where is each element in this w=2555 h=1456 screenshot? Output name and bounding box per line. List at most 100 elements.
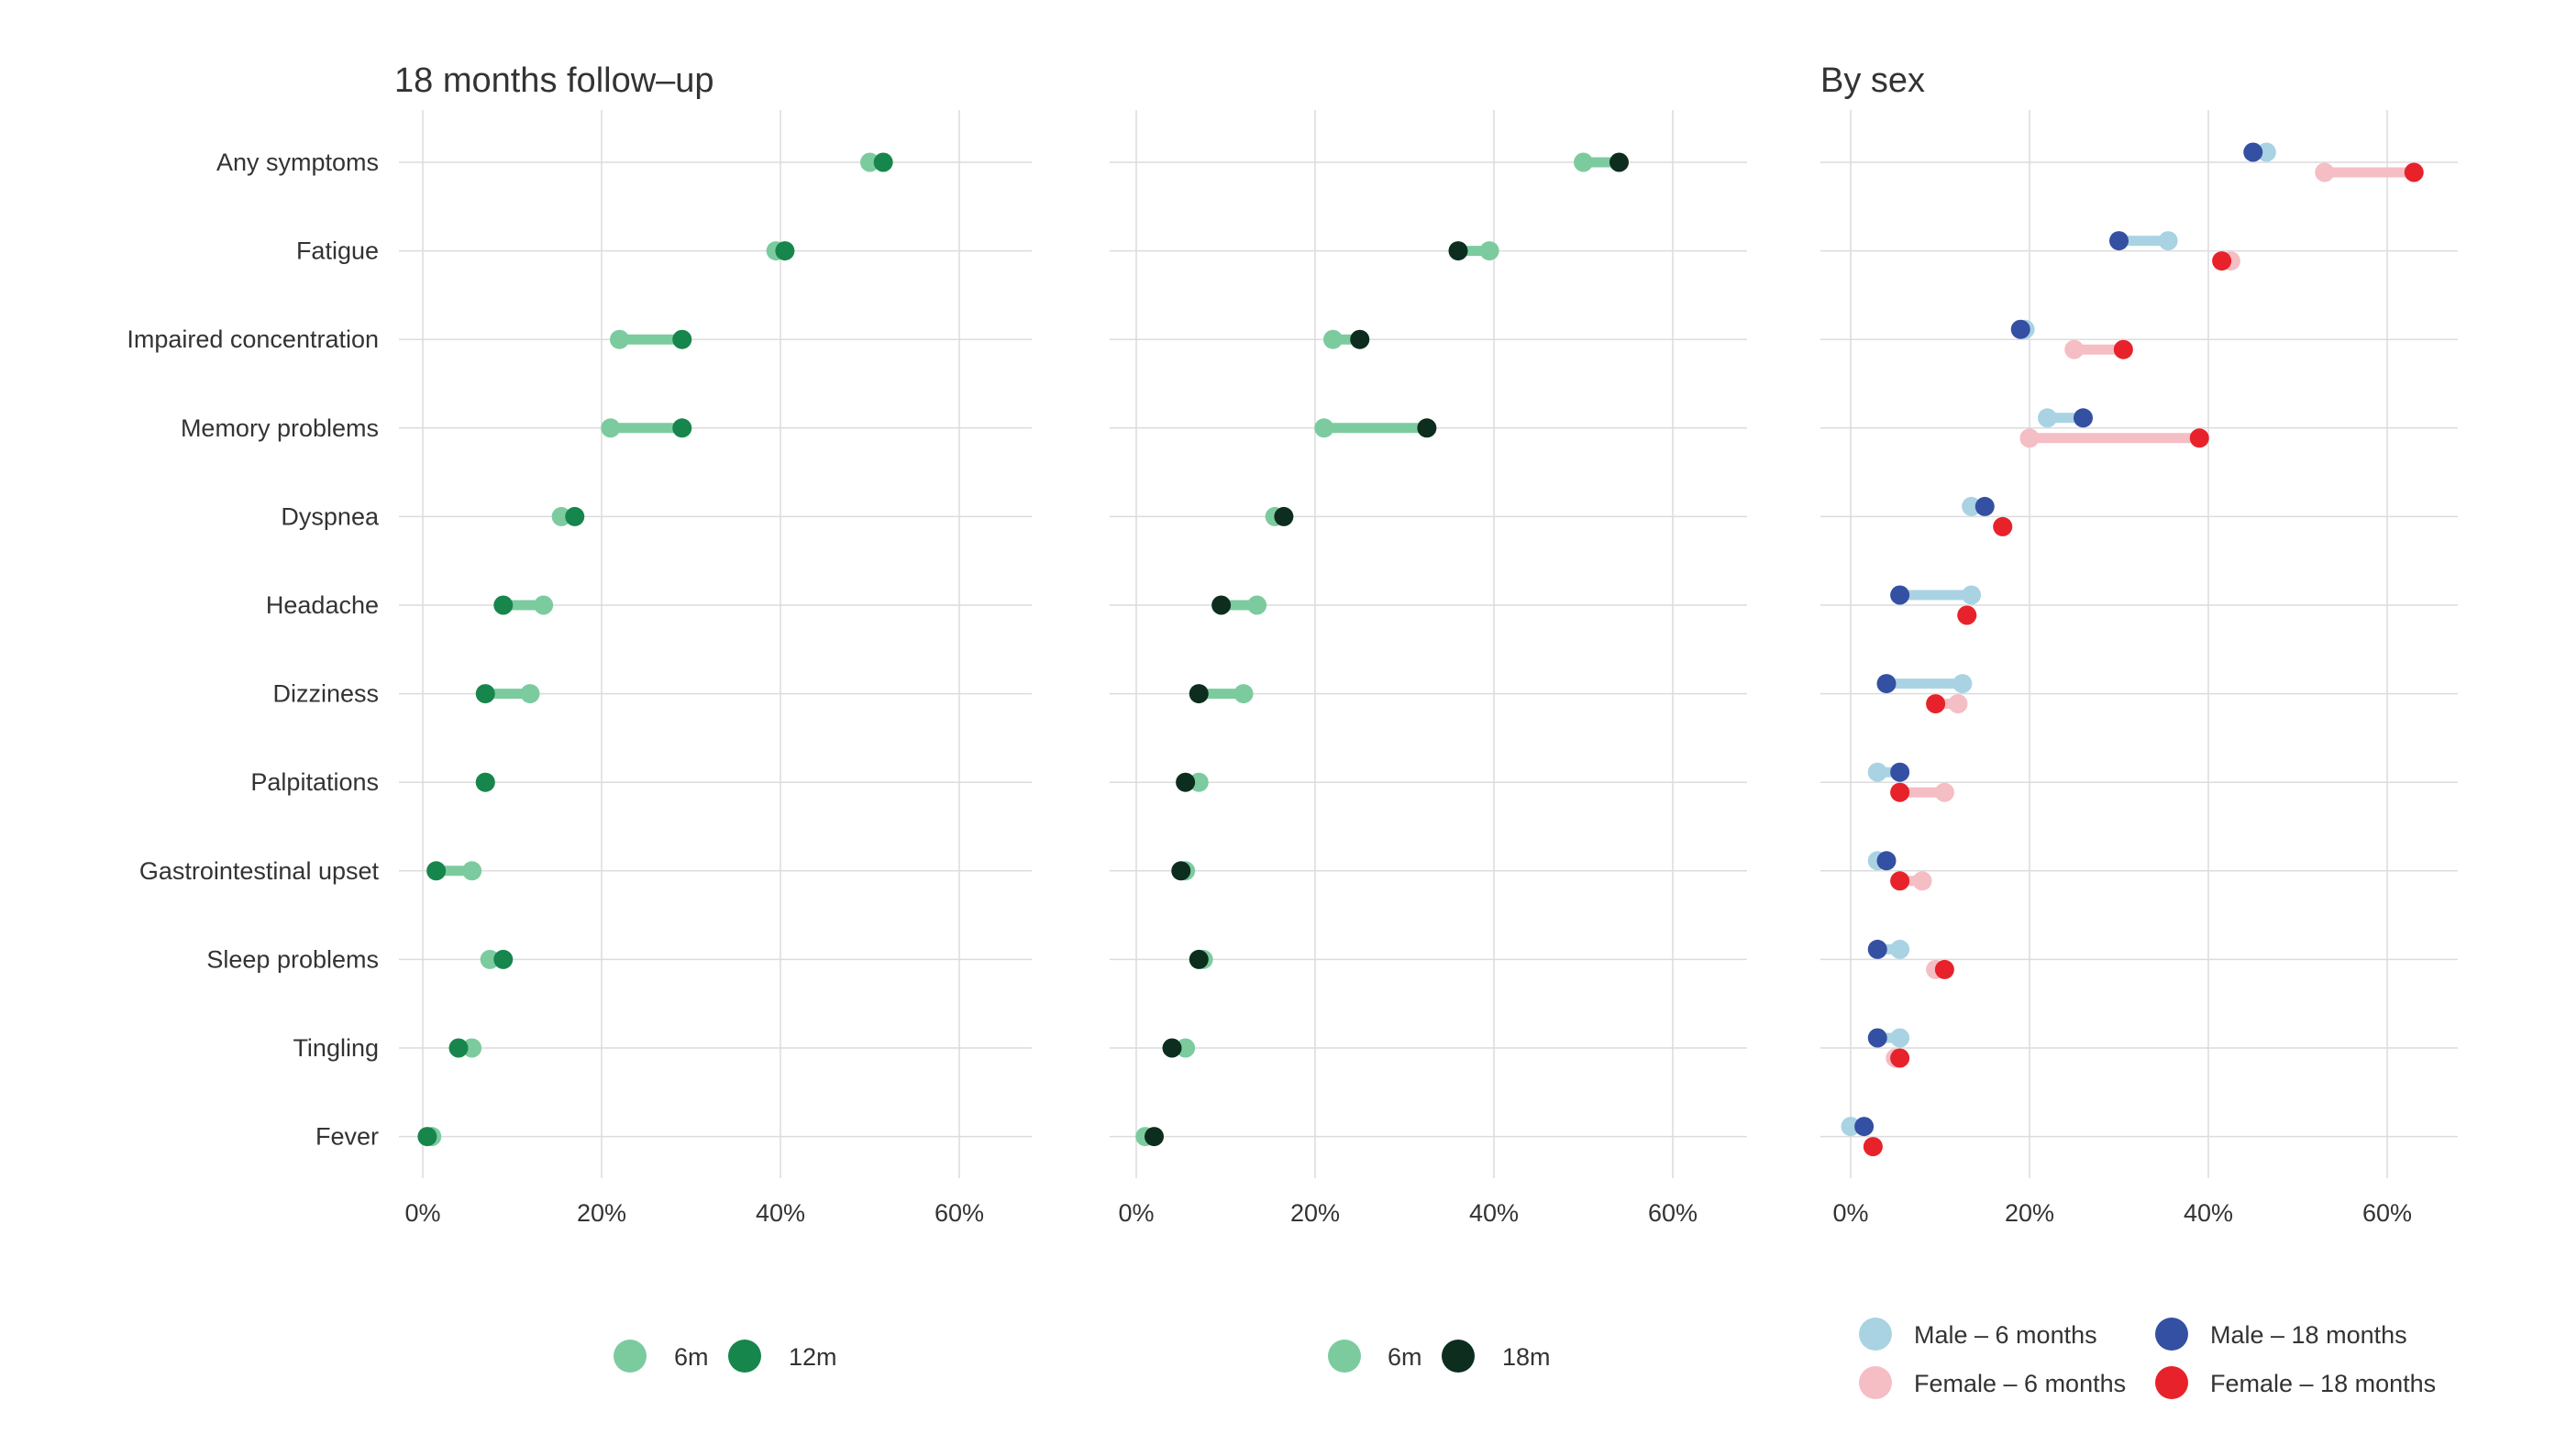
legend-swatch-6m: [1328, 1340, 1361, 1373]
point-6m-impaired-concentration: [610, 329, 629, 349]
point-male-6-months-dizziness: [1952, 674, 1973, 694]
legend-label-male-18-months: Male – 18 months: [2210, 1321, 2407, 1349]
x-tick-label: 20%: [577, 1199, 626, 1227]
point-12m-dizziness: [475, 684, 495, 704]
point-18m-fatigue: [1448, 241, 1468, 261]
point-female-18-months-any-symptoms: [2404, 162, 2424, 182]
panel-title: By sex: [1820, 61, 1925, 100]
point-female-18-months-palpitations: [1890, 782, 1910, 802]
category-label-impaired-concentration: Impaired concentration: [127, 325, 379, 353]
legend-by-sex: Male – 6 months Male – 18 months Female – …: [1859, 1318, 2436, 1399]
point-12m-sleep-problems: [493, 949, 514, 969]
point-male-18-months-gastrointestinal-upset: [1876, 851, 1897, 871]
legend-swatch-18m: [1442, 1340, 1475, 1373]
point-18m-gastrointestinal-upset: [1171, 861, 1191, 881]
category-label-gastrointestinal-upset: Gastrointestinal upset: [139, 857, 380, 885]
category-label-fever: Fever: [315, 1123, 379, 1151]
point-female-18-months-fever: [1863, 1137, 1883, 1157]
point-12m-fever: [417, 1127, 437, 1147]
point-12m-any-symptoms: [873, 152, 893, 172]
x-tick-label: 60%: [935, 1199, 984, 1227]
point-male-6-months-sleep-problems: [1890, 939, 1910, 959]
panel-by-sex: By sex 0% 20% 40% 60%: [1820, 61, 2458, 1227]
panel-6m-vs-12m: 18 months follow–up Any symptoms Fatigue Im…: [127, 61, 1032, 1227]
panel-title: 18 months follow–up: [394, 61, 714, 100]
point-female-18-months-headache: [1957, 605, 1977, 625]
legend-label-female-6-months: Female – 6 months: [1914, 1370, 2126, 1397]
point-female-18-months-dyspnea: [1993, 516, 2013, 536]
category-label-any-symptoms: Any symptoms: [216, 149, 379, 176]
point-6m-dizziness: [1233, 684, 1254, 704]
legend-label-male-6-months: Male – 6 months: [1914, 1321, 2097, 1349]
point-male-18-months-memory-problems: [2074, 408, 2093, 428]
category-label-headache: Headache: [266, 591, 379, 619]
point-18m-dyspnea: [1274, 506, 1294, 526]
point-12m-fatigue: [775, 241, 795, 261]
point-18m-headache: [1211, 595, 1232, 615]
legend-label-6m: 6m: [1388, 1343, 1422, 1371]
point-male-18-months-palpitations: [1890, 762, 1910, 782]
legend-label-18m: 18m: [1502, 1343, 1551, 1371]
legend-swatch-female-18-months: [2155, 1366, 2188, 1399]
point-18m-sleep-problems: [1189, 949, 1209, 969]
point-6m-memory-problems: [601, 418, 621, 438]
point-female-6-months-gastrointestinal-upset: [1912, 871, 1932, 891]
x-tick-label: 40%: [2184, 1199, 2233, 1227]
category-label-dyspnea: Dyspnea: [281, 502, 380, 530]
point-6m-headache: [534, 595, 554, 615]
point-male-18-months-dyspnea: [1974, 496, 1995, 516]
point-female-18-months-gastrointestinal-upset: [1890, 871, 1910, 891]
point-18m-dizziness: [1189, 684, 1209, 704]
x-tick-label: 60%: [1648, 1199, 1698, 1227]
point-male-6-months-tingling: [1890, 1028, 1910, 1048]
legend-swatch-male-6-months: [1859, 1318, 1892, 1351]
point-male-6-months-memory-problems: [2038, 408, 2057, 428]
legend-6m-18m: 6m 18m: [1328, 1340, 1551, 1373]
point-6m-tingling: [462, 1038, 482, 1058]
point-12m-palpitations: [475, 772, 495, 792]
point-6m-palpitations: [1189, 772, 1209, 792]
point-female-18-months-fatigue: [2212, 251, 2232, 271]
point-12m-impaired-concentration: [672, 329, 692, 349]
x-tick-label: 20%: [2005, 1199, 2054, 1227]
point-male-18-months-fever: [1854, 1117, 1875, 1137]
point-6m-dizziness: [520, 684, 540, 704]
point-female-6-months-dizziness: [1948, 694, 1968, 714]
legend-6m-12m: 6m 12m: [614, 1340, 837, 1373]
point-female-18-months-sleep-problems: [1934, 959, 1954, 979]
point-male-18-months-any-symptoms: [2243, 142, 2263, 162]
legend-label-12m: 12m: [789, 1343, 837, 1371]
point-male-6-months-fever: [1841, 1117, 1861, 1137]
category-label-fatigue: Fatigue: [296, 237, 379, 265]
point-6m-dyspnea: [551, 506, 571, 526]
point-12m-dyspnea: [565, 506, 585, 526]
category-label-sleep-problems: Sleep problems: [206, 945, 379, 973]
x-tick-label: 20%: [1290, 1199, 1340, 1227]
point-6m-fatigue: [1479, 241, 1499, 261]
point-6m-memory-problems: [1314, 418, 1334, 438]
point-male-18-months-fatigue: [2109, 231, 2129, 251]
x-tick-label: 0%: [404, 1199, 440, 1227]
point-18m-fever: [1145, 1127, 1164, 1147]
point-female-6-months-any-symptoms: [2315, 162, 2335, 182]
point-6m-any-symptoms: [860, 152, 879, 172]
point-male-6-months-dyspnea: [1962, 496, 1982, 516]
legend-swatch-female-6-months: [1859, 1366, 1892, 1399]
legend-label-6m: 6m: [674, 1343, 709, 1371]
category-label-palpitations: Palpitations: [250, 768, 379, 796]
point-female-6-months-palpitations: [1934, 782, 1954, 802]
point-6m-tingling: [1176, 1038, 1196, 1058]
panel-6m-vs-18m: 0% 20% 40% 60%: [1110, 110, 1747, 1227]
point-18m-palpitations: [1176, 772, 1196, 792]
point-18m-any-symptoms: [1609, 152, 1629, 172]
point-female-18-months-impaired-concentration: [2113, 339, 2133, 359]
point-male-18-months-dizziness: [1876, 674, 1897, 694]
point-male-6-months-fatigue: [2158, 231, 2178, 251]
point-12m-memory-problems: [672, 418, 692, 438]
point-12m-headache: [493, 595, 514, 615]
point-male-18-months-sleep-problems: [1867, 939, 1887, 959]
point-female-6-months-impaired-concentration: [2064, 339, 2085, 359]
legend-swatch-male-18-months: [2155, 1318, 2188, 1351]
category-label-tingling: Tingling: [293, 1034, 379, 1062]
